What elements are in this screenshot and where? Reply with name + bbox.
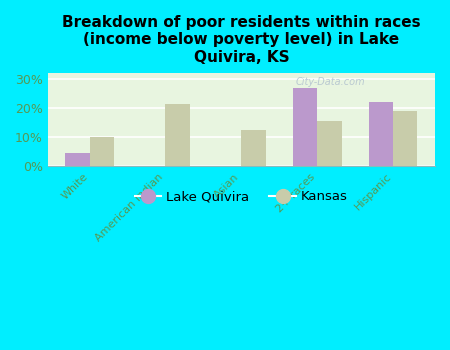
Bar bbox=[65, 153, 90, 167]
Bar bbox=[369, 102, 393, 167]
Bar bbox=[166, 104, 190, 167]
Bar bbox=[393, 111, 418, 167]
Bar bbox=[90, 137, 114, 167]
Bar bbox=[317, 121, 342, 167]
Text: City-Data.com: City-Data.com bbox=[296, 77, 365, 87]
Title: Breakdown of poor residents within races
(income below poverty level) in Lake
Qu: Breakdown of poor residents within races… bbox=[62, 15, 421, 65]
Bar bbox=[293, 88, 317, 167]
Bar bbox=[241, 130, 266, 167]
Legend: Lake Quivira, Kansas: Lake Quivira, Kansas bbox=[130, 185, 353, 209]
